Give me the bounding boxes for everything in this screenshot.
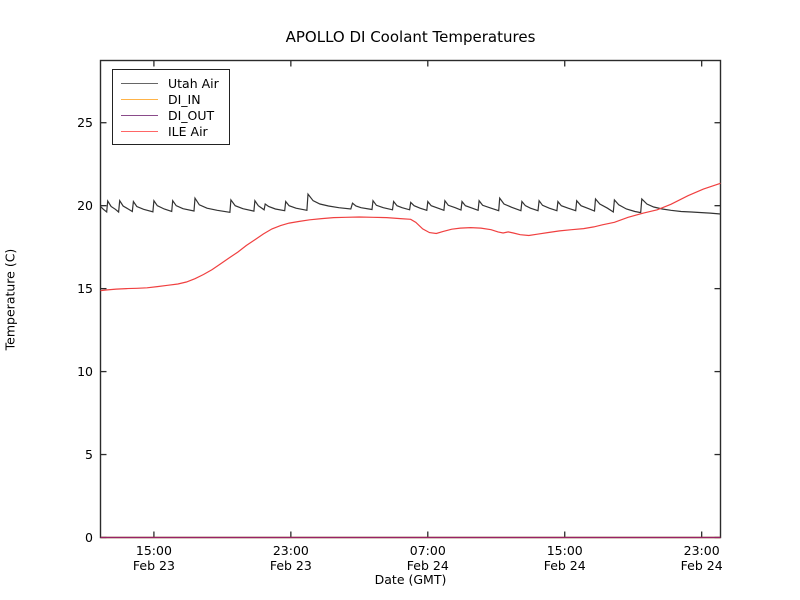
- y-tick-label: 20: [77, 197, 93, 213]
- y-tick-label: 15: [77, 280, 93, 296]
- x-tick-label-time: 07:00: [409, 542, 446, 558]
- legend-item-ile-air: ILE Air: [121, 123, 219, 139]
- y-axis-label: Temperature (C): [2, 248, 18, 351]
- legend-label: DI_OUT: [168, 107, 215, 123]
- legend-label: Utah Air: [168, 75, 219, 91]
- legend-line-sample: [121, 130, 158, 132]
- x-tick-label-time: 15:00: [546, 542, 583, 558]
- legend-label: ILE Air: [168, 123, 208, 139]
- y-tick-label: 0: [85, 529, 93, 545]
- legend: Utah Air DI_IN DI_OUT ILE Air: [112, 69, 230, 145]
- series-line-ile-air: [100, 182, 721, 292]
- x-axis-label: Date (GMT): [374, 572, 447, 587]
- x-tick-label-date: Feb 24: [406, 557, 449, 573]
- y-tick-label: 25: [77, 114, 93, 130]
- legend-label: DI_IN: [168, 91, 201, 107]
- legend-line-sample: [121, 82, 158, 84]
- x-tick-label-date: Feb 23: [269, 557, 312, 573]
- x-tick-label-date: Feb 23: [132, 557, 175, 573]
- legend-item-di-in: DI_IN: [121, 91, 219, 107]
- y-tick-label: 5: [85, 446, 93, 462]
- legend-line-sample: [121, 98, 158, 100]
- x-tick-label-time: 15:00: [135, 542, 172, 558]
- legend-line-sample: [121, 114, 158, 116]
- x-tick-label-date: Feb 24: [680, 557, 723, 573]
- series-line-utah-air: [100, 192, 721, 215]
- y-tick-label: 10: [77, 363, 93, 379]
- legend-item-utah-air: Utah Air: [121, 75, 219, 91]
- legend-item-di-out: DI_OUT: [121, 107, 219, 123]
- x-tick-label-time: 23:00: [683, 542, 720, 558]
- x-tick-label-time: 23:00: [272, 542, 309, 558]
- chart-title: APOLLO DI Coolant Temperatures: [285, 28, 536, 46]
- x-tick-label-date: Feb 24: [543, 557, 586, 573]
